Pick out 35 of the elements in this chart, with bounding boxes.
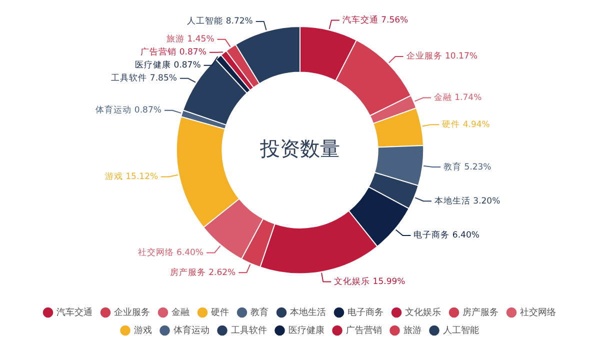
legend-label: 本地生活 — [290, 306, 326, 318]
category-label: 人工智能 8.72% — [187, 16, 253, 27]
category-label: 本地生活 3.20% — [434, 196, 500, 206]
category-label: 游戏 15.12% — [104, 172, 158, 182]
category-label: 医疗健康 0.87% — [135, 60, 201, 71]
text: 投资数量 — [259, 136, 340, 160]
legend-label: 体育运动 — [173, 324, 210, 336]
category-label: 旅游 1.45% — [166, 34, 214, 45]
legend-label: 教育 — [250, 306, 268, 318]
legend-label: 企业服务 — [114, 306, 150, 318]
category-label: 企业服务 10.17% — [406, 52, 478, 62]
category-label: 电子商务 6.40% — [414, 230, 480, 241]
category-label: 工具软件 7.85% — [111, 74, 177, 84]
category-label: 体育运动 0.87% — [96, 106, 162, 116]
legend-label: 游戏 — [134, 324, 152, 336]
category-label: 硬件 4.94% — [442, 120, 490, 130]
category-label: 社交网络 6.40% — [138, 248, 204, 258]
legend-label: 电子商务 — [348, 306, 384, 318]
category-label: 金融 1.74% — [434, 93, 482, 104]
category-label: 房产服务 2.62% — [170, 268, 236, 278]
category-label: 广告营销 0.87% — [140, 48, 206, 58]
legend-label: 硬件 — [211, 306, 229, 318]
legend-label: 工具软件 — [230, 324, 267, 336]
category-label: 教育 5.23% — [444, 162, 492, 172]
legend-label: 人工智能 — [442, 324, 479, 336]
category-label: 汽车交通 7.56% — [342, 15, 408, 26]
legend-label: 社交网络 — [520, 306, 556, 318]
legend-label: 汽车交通 — [56, 306, 92, 318]
legend-label: 房产服务 — [462, 306, 498, 318]
legend-label: 旅游 — [403, 324, 422, 336]
category-label: 文化娱乐 15.99% — [334, 276, 406, 287]
legend-label: 金融 — [172, 306, 190, 318]
legend-label: 医疗健康 — [288, 324, 324, 336]
legend-label: 文化娱乐 — [405, 306, 441, 318]
legend-label: 广告营销 — [346, 324, 382, 336]
